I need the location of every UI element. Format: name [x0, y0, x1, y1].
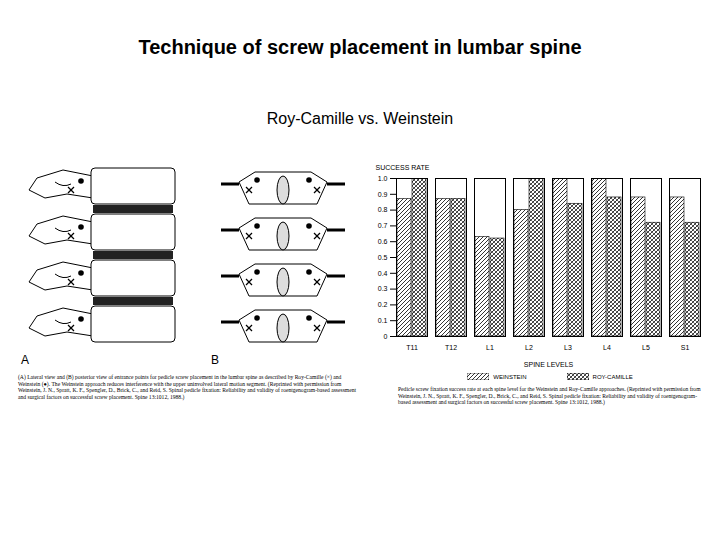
svg-text:B: B: [211, 353, 219, 367]
svg-text:0.1: 0.1: [378, 317, 388, 324]
html-text:ROY-CAMILLE: ROY-CAMILLE: [592, 373, 633, 380]
svg-text:SPINE LEVELS: SPINE LEVELS: [524, 361, 574, 368]
svg-text:0.8: 0.8: [378, 206, 388, 213]
svg-text:SUCCESS RATE: SUCCESS RATE: [376, 164, 430, 171]
svg-text:L2: L2: [525, 344, 533, 351]
html-text:(A) Lateral view and (B) poste: (A) Lateral view and (B) posterior view …: [18, 374, 356, 401]
svg-text:0.3: 0.3: [378, 285, 388, 292]
svg-text:T11: T11: [406, 344, 418, 351]
svg-text:1.0: 1.0: [378, 175, 388, 182]
svg-text:0.6: 0.6: [378, 238, 388, 245]
svg-text:A: A: [21, 353, 29, 367]
svg-text:L4: L4: [603, 344, 611, 351]
svg-text:L3: L3: [564, 344, 572, 351]
html-text:Roy-Camille vs. Weinstein: Roy-Camille vs. Weinstein: [266, 110, 454, 127]
svg-text:0.7: 0.7: [378, 222, 388, 229]
html-text:Technique of screw placement i: Technique of screw placement in lumbar s…: [138, 36, 582, 58]
svg-text:0.4: 0.4: [378, 270, 388, 277]
svg-text:0.9: 0.9: [378, 191, 388, 198]
svg-text:T12: T12: [445, 344, 457, 351]
svg-text:0: 0: [384, 333, 388, 340]
svg-text:0.5: 0.5: [378, 254, 388, 261]
html-text:WEINSTEIN: WEINSTEIN: [493, 373, 527, 380]
svg-text:L1: L1: [486, 344, 494, 351]
svg-text:0.2: 0.2: [378, 301, 388, 308]
svg-text:S1: S1: [681, 344, 690, 351]
svg-text:L5: L5: [642, 344, 650, 351]
html-text:Pedicle screw fixation success: Pedicle screw fixation success rate at e…: [398, 386, 701, 406]
